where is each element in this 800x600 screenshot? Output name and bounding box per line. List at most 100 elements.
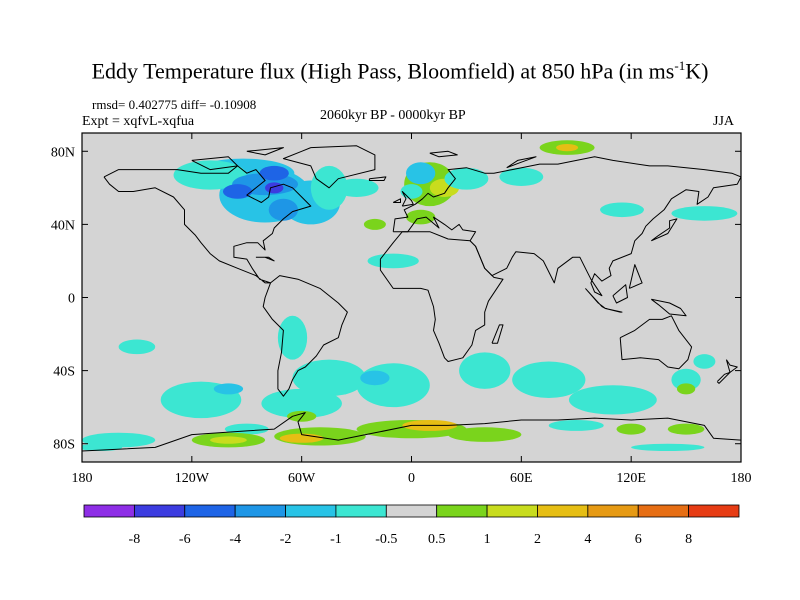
x-tick-label-6: 180 [731,471,752,486]
coastline-10 [725,359,738,373]
anomaly-region-30 [459,352,511,389]
anomaly-region-39 [287,410,317,422]
colorbar-label-3: -2 [280,532,292,547]
colorbar-box-8 [486,504,538,518]
x-tick-label-0: 180 [72,471,93,486]
colorbar-box-1 [133,504,186,518]
colorbar-label-2: -4 [229,532,241,547]
title-superscript: -1 [674,58,686,73]
anomaly-region-49 [616,423,646,435]
y-tick-label-4: 80S [53,438,75,453]
coastline-8 [368,176,387,181]
colorbar-box-3 [234,504,286,518]
coastline-23 [82,412,741,452]
colorbar-label-8: 2 [534,532,541,547]
anomaly-region-8 [222,184,253,199]
period-label: 2060kyr BP - 0000kyr BP [320,108,466,123]
anomaly-region-29 [356,363,430,408]
x-tick-label-1: 120W [175,471,210,486]
colorbar-box-12 [688,504,740,518]
field-layer [82,140,738,452]
y-tick-label-1: 40N [51,218,75,233]
coastline-5 [619,315,693,370]
y-tick-label-3: 40S [53,365,75,380]
coastline-4 [379,231,504,362]
axis-ticks: 180 120W 60W 0 60E 120E 180 80N 40N 0 40S 80S [51,133,752,486]
colorbar-label-9: 4 [584,532,591,547]
colorbar-box-7 [436,504,488,518]
anomaly-region-26 [261,388,342,419]
colorbar-box-10 [587,504,639,518]
coastline-20 [506,156,537,169]
anomaly-region-22 [671,206,738,221]
colorbar-label-1: -6 [179,532,191,547]
anomaly-region-32 [568,385,657,415]
coastline-1 [282,145,376,189]
colorbar-box-2 [184,504,236,518]
anomaly-region-52 [631,443,705,452]
colorbar-label-10: 6 [635,532,642,547]
experiment-label: Expt = xqfvL-xqfua [82,114,195,129]
anomaly-region-14 [406,162,436,185]
anomaly-region-50 [667,423,705,435]
anomaly-region-12 [406,209,436,225]
anomaly-region-16 [400,184,423,199]
anomaly-region-21 [600,202,644,218]
coastline-15 [612,284,628,304]
coastline-16 [650,298,687,317]
anomaly-region-36 [360,370,390,386]
anomaly-region-11 [363,218,386,230]
coastline-18 [255,256,275,262]
title-main: Eddy Temperature flux (High Pass, Bloomf… [91,58,675,84]
anomaly-region-17 [444,167,489,190]
colorbar-box-0 [83,504,135,518]
coastline-2 [262,275,348,397]
anomaly-region-25 [292,359,366,397]
colorbar-label-7: 1 [484,532,491,547]
coastline-21 [191,156,239,171]
anomaly-region-42 [210,436,247,444]
anomaly-region-37 [213,383,244,395]
coastline-7 [392,198,401,203]
colorbar-box-5 [335,504,387,518]
colorbar-label-11: 8 [685,532,692,547]
coastline-22 [246,147,284,156]
x-tick-label-5: 120E [616,471,646,486]
anomaly-region-28 [118,339,156,355]
coastline-17 [628,264,643,289]
x-tick-label-2: 60W [288,471,316,486]
rmsd-text: rmsd= 0.402775 diff= -0.10908 [92,97,257,112]
coastline-9 [651,218,678,242]
anomaly-region-35 [676,383,696,395]
x-tick-label-4: 60E [510,471,533,486]
season-label: JJA [713,114,735,129]
anomaly-region-6 [268,198,299,221]
colorbar-box-11 [637,504,690,518]
title-tail: K) [685,58,709,84]
anomaly-region-48 [548,419,604,431]
colorbar-label-6: 0.5 [428,532,446,547]
anomaly-region-47 [448,427,522,442]
coastline-0 [103,165,312,284]
y-tick-label-0: 80N [51,145,75,160]
coastline-14 [605,308,623,313]
anomaly-region-34 [693,354,716,369]
coastline-6 [401,191,414,207]
colorbar-box-9 [537,504,589,518]
colorbar-label-5: -0.5 [375,532,397,547]
anomaly-region-24 [277,315,308,360]
anomaly-region-33 [671,368,701,391]
coastline-12 [491,324,504,344]
colorbar-label-0: -8 [129,532,141,547]
anomaly-region-7 [259,165,289,181]
colorbar-box-4 [285,504,337,518]
coastline-19 [429,150,458,158]
y-tick-label-2: 0 [68,292,75,307]
anomaly-region-23 [367,253,419,269]
anomaly-region-20 [556,143,579,152]
anomaly-region-31 [512,361,586,399]
x-tick-label-3: 0 [408,471,415,486]
anomaly-region-9 [265,182,284,194]
colorbar-box-6 [385,504,438,518]
